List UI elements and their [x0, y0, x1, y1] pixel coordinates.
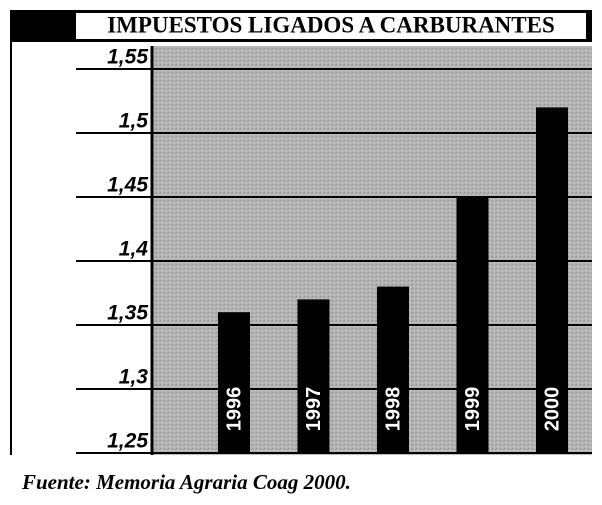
x-tick-label: 1998 [382, 387, 404, 432]
chart-title: IMPUESTOS LIGADOS A CARBURANTES [107, 12, 555, 37]
title-box [76, 13, 586, 39]
x-tick-label: 1997 [303, 387, 325, 432]
y-tick-label: 1,55 [107, 46, 148, 69]
bar [456, 197, 489, 453]
bar [536, 107, 568, 454]
y-tick-label: 1,25 [107, 430, 148, 453]
bar [297, 299, 330, 453]
x-tick-label: 1996 [223, 387, 245, 432]
y-tick-label: 1,3 [119, 366, 149, 389]
x-tick-label: 1999 [462, 387, 484, 432]
y-tick-label: 1,4 [119, 238, 149, 261]
bar [377, 286, 409, 453]
y-tick-label: 1,35 [107, 302, 148, 325]
source-note: Fuente: Memoria Agraria Coag 2000. [21, 470, 351, 494]
y-tick-label: 1,45 [107, 174, 148, 197]
bar [218, 312, 250, 453]
x-tick-label: 2000 [541, 387, 563, 432]
y-tick-label: 1,5 [119, 110, 149, 133]
